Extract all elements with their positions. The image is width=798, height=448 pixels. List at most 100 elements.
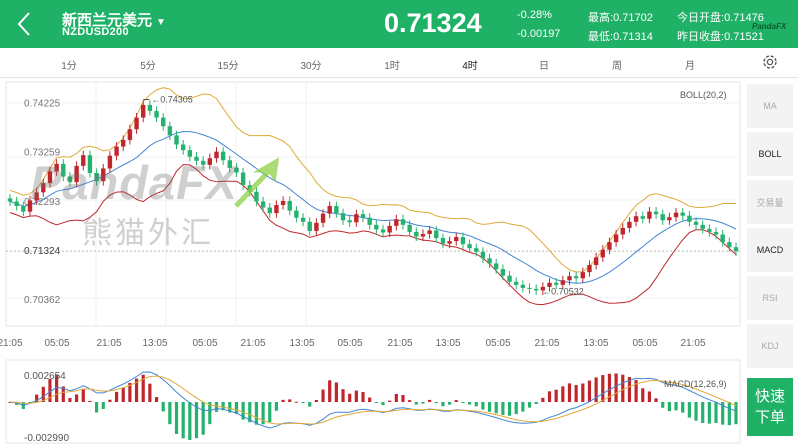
candle-body [427,230,432,234]
candle-body [507,275,512,282]
macd-bar [88,400,92,402]
candle-body [720,234,725,243]
tab-8[interactable]: 月 [685,61,695,72]
candle-body [727,242,732,248]
macd-bar [368,397,372,402]
macd-bar [154,397,159,402]
macd-bar [174,402,179,434]
macd-bar [667,402,671,412]
change-absolute: -0.00197 [517,28,561,40]
macd-label: MACD(12,26,9) [664,379,727,389]
macd-bar [321,389,325,402]
main-plot-frame [5,81,741,327]
back-arrow-icon[interactable] [14,10,34,38]
macd-bar [75,394,79,402]
indicator-button-rsi[interactable]: RSI [747,276,793,320]
candle-body [307,221,312,231]
indicator-button-boll[interactable]: BOLL [747,132,793,176]
macd-bar [161,402,165,412]
y-tick-label: 0.74225 [24,99,61,110]
tab-4[interactable]: 1时 [384,61,400,72]
macd-bar [621,374,625,402]
macd-bar [461,402,465,403]
candle-body [613,234,619,243]
macd-bar [534,402,538,404]
macd-frame [5,359,741,444]
candle-body [160,117,166,127]
macd-bar [607,373,612,402]
macd-bar [694,402,698,421]
candle-body [14,201,19,207]
candle-body [81,155,86,166]
candle-body [114,146,119,156]
indicator-button-kdj[interactable]: KDJ [747,324,793,368]
candle-body [367,217,372,225]
quick-order-button[interactable]: 快速 下单 [747,378,793,436]
indicator-button-ma[interactable]: MA [747,84,793,128]
macd-dif-line [9,371,737,429]
macd-bar [594,377,598,402]
timeframe-tabs: 1分 5分 15分 30分 1时 4时 日 周 月 [0,48,798,78]
macd-bar [48,378,52,402]
candle-body [34,192,39,201]
tab-7[interactable]: 周 [612,61,622,72]
instrument-selector[interactable]: 新西兰元美元 ▼ [62,9,166,30]
macd-bar [68,398,72,402]
tab-3[interactable]: 30分 [300,61,322,72]
candle-body [134,117,139,130]
macd-bar [28,402,32,403]
candle-body [467,244,472,249]
quick-order-label-1: 下单 [754,409,785,426]
macd-bar [181,402,185,439]
candle-body [347,220,352,223]
quote-header: 新西兰元美元 ▼ NZDUSD200 0.71324 -0.28% -0.0019… [0,0,798,48]
high-stat: 最高:0.71702 [588,12,653,24]
candle-body [627,221,632,228]
candle-body [67,176,73,183]
open-stat: 今日开盘:0.71476 [677,12,764,24]
macd-bar [627,376,632,402]
macd-dea-line [9,375,737,425]
tab-6[interactable]: 日 [539,61,549,72]
macd-bar [188,402,192,440]
macd-bar [354,390,358,402]
tab-2[interactable]: 15分 [217,61,239,72]
candle-body [234,167,239,173]
instrument-symbol: NZDUSD200 [62,26,129,38]
candle-body [653,211,659,215]
macd-bar [148,383,152,402]
candle-body [533,288,539,291]
macd-bar [108,399,112,402]
candle-body [733,247,739,252]
macd-bar [441,402,445,407]
candle-body [340,213,346,221]
indicator-button-交易量[interactable]: 交易量 [747,180,793,224]
candle-body [573,276,579,279]
macd-bar [501,402,505,415]
min-annotation: ←0.70532 [542,286,584,296]
macd-bar [214,402,219,412]
gear-icon[interactable] [761,53,779,71]
macd-bar [587,380,592,402]
x-tick-label: 21:05 [534,338,559,349]
indicator-button-macd[interactable]: MACD [747,228,793,272]
macd-bar [35,394,39,402]
tab-5[interactable]: 4时 [462,61,478,72]
macd-bar [208,402,212,425]
candle-body [553,282,559,285]
x-tick-label: 05:05 [632,338,657,349]
macd-bar [348,393,352,402]
macd-bar [421,402,425,404]
macd-bar [561,386,565,402]
kline-chart[interactable]: 0.74225 0.73259 0.72293 0.71324 0.70362 BOLL(… [0,78,745,448]
instrument-title: 新西兰元美元 [62,12,153,29]
candle-body [41,183,46,193]
macd-bar [734,402,738,425]
candle-body [314,222,319,231]
tab-1[interactable]: 5分 [140,61,156,72]
tab-0[interactable]: 1分 [61,61,77,72]
candle-body [700,224,705,229]
candle-body [187,150,193,157]
candle-body [167,126,173,136]
candle-body [380,229,386,233]
